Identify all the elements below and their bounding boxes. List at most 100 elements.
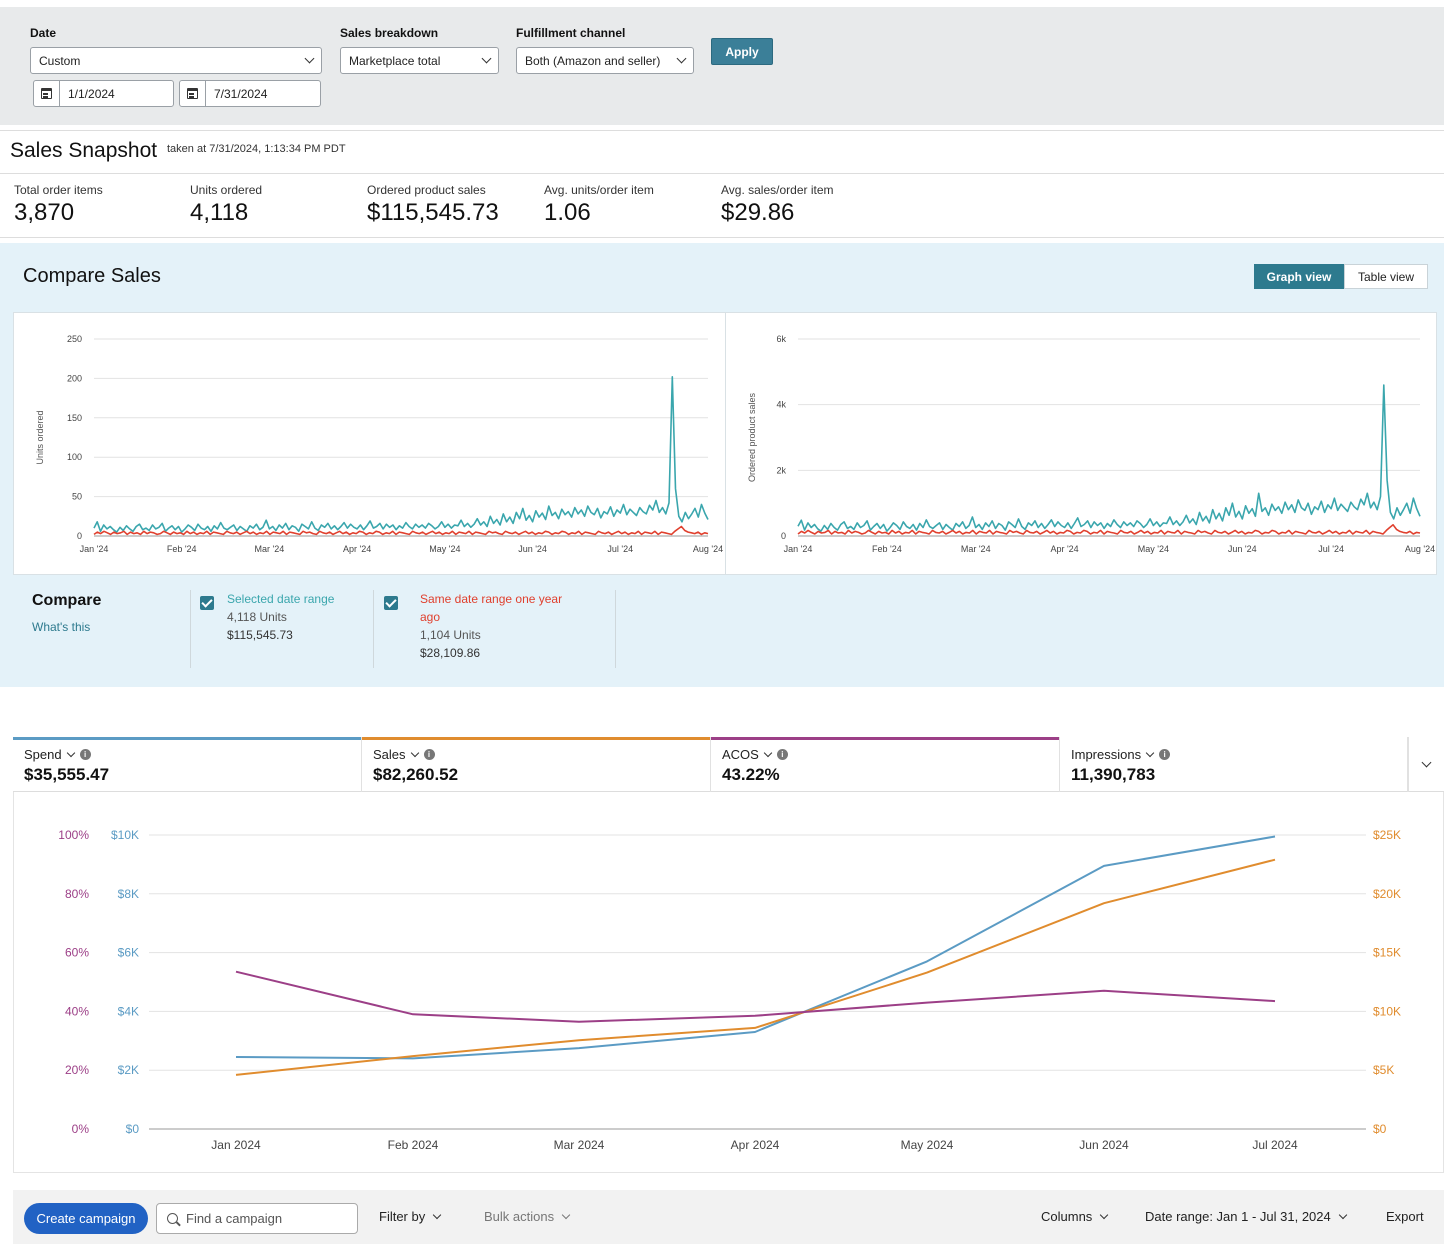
metric-tile-spend[interactable]: Spend i $35,555.47 xyxy=(13,737,362,792)
apply-button[interactable]: Apply xyxy=(711,38,773,65)
x-tick-label: Feb '24 xyxy=(167,544,197,554)
units-ordered-chart: 0 50 100 150 200 250 Jan '24 Feb '24 Mar '24 Apr … xyxy=(13,312,726,575)
divider xyxy=(615,590,616,668)
ad-performance-chart-svg: 0% $0 $0 20% $2K $5K 40% $4K $10K 60% $6K $15K 80% $8… xyxy=(58,828,1401,1152)
spend-axis-tick: $4K xyxy=(118,1004,139,1018)
metric-tile-impressions[interactable]: Impressions i 11,390,783 xyxy=(1060,737,1408,792)
previous-range-checkbox[interactable] xyxy=(384,596,398,610)
expand-metrics-button[interactable] xyxy=(1408,737,1444,792)
metric-label-units-ordered: Units ordered xyxy=(190,183,263,197)
chevron-down-icon[interactable] xyxy=(410,748,419,758)
metric-value-total-order-items: 3,870 xyxy=(14,199,75,226)
campaign-toolbar: Create campaign Find a campaign Filter b… xyxy=(13,1190,1444,1244)
selected-range-checkbox[interactable] xyxy=(200,596,214,610)
search-icon xyxy=(167,1213,178,1224)
y-tick-label: 0 xyxy=(77,531,82,541)
end-date-input[interactable]: 7/31/2024 xyxy=(179,80,321,107)
date-range-dropdown[interactable]: Date range: Jan 1 - Jul 31, 2024 xyxy=(1145,1209,1347,1224)
acos-axis-tick: 80% xyxy=(65,887,89,901)
y-tick-label: 2k xyxy=(776,465,786,475)
sales-snapshot-header: Sales Snapshot taken at 7/31/2024, 1:13:… xyxy=(0,130,1444,174)
selected-range-sales: $115,545.73 xyxy=(227,628,293,642)
date-range-label: Date range: Jan 1 - Jul 31, 2024 xyxy=(1145,1209,1331,1224)
x-tick-label: Jul '24 xyxy=(1318,544,1344,554)
date-select[interactable]: Custom xyxy=(30,47,322,74)
info-icon[interactable]: i xyxy=(776,749,788,760)
metric-color-bar xyxy=(13,737,361,740)
x-tick-label: Jan 2024 xyxy=(211,1138,261,1152)
calendar-icon[interactable] xyxy=(180,81,206,106)
x-tick-label: May 2024 xyxy=(901,1138,954,1152)
metric-tile-sales[interactable]: Sales i $82,260.52 xyxy=(362,737,711,792)
divider xyxy=(373,590,374,668)
x-tick-label: Apr '24 xyxy=(1050,544,1078,554)
divider xyxy=(0,237,1444,238)
info-icon[interactable]: i xyxy=(1159,749,1171,760)
bulk-actions-dropdown[interactable]: Bulk actions xyxy=(484,1209,571,1224)
selected-range-title: Selected date range xyxy=(227,592,335,606)
whats-this-link[interactable]: What's this xyxy=(32,620,91,634)
sales-axis-tick: $10K xyxy=(1373,1004,1401,1018)
y-tick-label: 200 xyxy=(67,373,82,383)
chevron-down-icon xyxy=(1338,1210,1347,1220)
y-tick-label: 6k xyxy=(776,334,786,344)
columns-dropdown[interactable]: Columns xyxy=(1041,1209,1109,1224)
previous-range-title-cont: ago xyxy=(420,610,441,624)
graph-view-button[interactable]: Graph view xyxy=(1254,264,1344,289)
sales-axis-tick: $25K xyxy=(1373,828,1401,842)
metric-tile-value: 43.22% xyxy=(722,765,780,784)
table-view-button[interactable]: Table view xyxy=(1344,264,1428,289)
chevron-down-icon xyxy=(432,1210,442,1220)
sales-breakdown-label: Sales breakdown xyxy=(340,26,439,40)
ad-performance-chart: 0% $0 $0 20% $2K $5K 40% $4K $10K 60% $6K $15K 80% $8… xyxy=(13,792,1444,1173)
metric-tile-acos[interactable]: ACOS i 43.22% xyxy=(711,737,1060,792)
compare-sales-panel: Compare Sales Graph view Table view 0 50 1… xyxy=(0,243,1444,687)
search-input[interactable]: Find a campaign xyxy=(156,1203,358,1234)
metric-tile-label: ACOS xyxy=(722,747,759,762)
filter-by-label: Filter by xyxy=(379,1209,426,1224)
y-axis-label: Units ordered xyxy=(35,410,45,464)
x-tick-label: Aug '24 xyxy=(693,544,723,554)
metric-tile-value: $35,555.47 xyxy=(24,765,110,784)
x-tick-label: Jul '24 xyxy=(607,544,633,554)
end-date-value: 7/31/2024 xyxy=(214,86,268,101)
fulfillment-channel-label: Fulfillment channel xyxy=(516,26,626,40)
start-date-input[interactable]: 1/1/2024 xyxy=(33,80,174,107)
chevron-down-icon[interactable] xyxy=(763,748,773,758)
date-select-value: Custom xyxy=(39,53,81,68)
selected-range-units: 4,118 Units xyxy=(227,610,287,624)
chevron-down-icon xyxy=(481,53,492,64)
metric-tile-label: Spend xyxy=(24,747,62,762)
metric-label-avg-sales: Avg. sales/order item xyxy=(721,183,834,197)
acos-axis-tick: 100% xyxy=(58,828,89,842)
x-tick-label: Mar 2024 xyxy=(554,1138,605,1152)
series-line-sales xyxy=(235,858,1276,1076)
sales-axis-tick: $5K xyxy=(1373,1063,1394,1077)
filter-by-dropdown[interactable]: Filter by xyxy=(379,1209,442,1224)
spend-axis-tick: $0 xyxy=(126,1122,140,1136)
series-line-spend xyxy=(235,835,1276,1060)
calendar-icon[interactable] xyxy=(34,81,60,106)
sales-breakdown-select[interactable]: Marketplace total xyxy=(340,47,499,74)
x-tick-label: May '24 xyxy=(429,544,460,554)
metric-color-bar xyxy=(362,737,710,740)
fulfillment-channel-select[interactable]: Both (Amazon and seller) xyxy=(516,47,694,74)
fulfillment-channel-value: Both (Amazon and seller) xyxy=(525,53,661,68)
spend-axis-tick: $10K xyxy=(111,828,139,842)
metric-label-total-order-items: Total order items xyxy=(14,183,103,197)
acos-axis-tick: 20% xyxy=(65,1063,89,1077)
chevron-down-icon xyxy=(1421,757,1432,768)
info-icon[interactable]: i xyxy=(423,749,435,760)
chevron-down-icon[interactable] xyxy=(1145,748,1155,758)
chevron-down-icon[interactable] xyxy=(66,748,75,758)
previous-range-sales: $28,109.86 xyxy=(420,646,481,660)
y-axis-label: Ordered product sales xyxy=(747,392,757,482)
export-button[interactable]: Export xyxy=(1386,1209,1424,1224)
metric-label-avg-units: Avg. units/order item xyxy=(544,183,654,197)
snapshot-timestamp: taken at 7/31/2024, 1:13:34 PM PDT xyxy=(167,143,346,155)
info-icon[interactable]: i xyxy=(79,749,91,760)
previous-range-units: 1,104 Units xyxy=(420,628,481,642)
x-tick-label: Jun '24 xyxy=(1228,544,1257,554)
acos-axis-tick: 0% xyxy=(72,1122,90,1136)
create-campaign-button[interactable]: Create campaign xyxy=(24,1203,148,1234)
